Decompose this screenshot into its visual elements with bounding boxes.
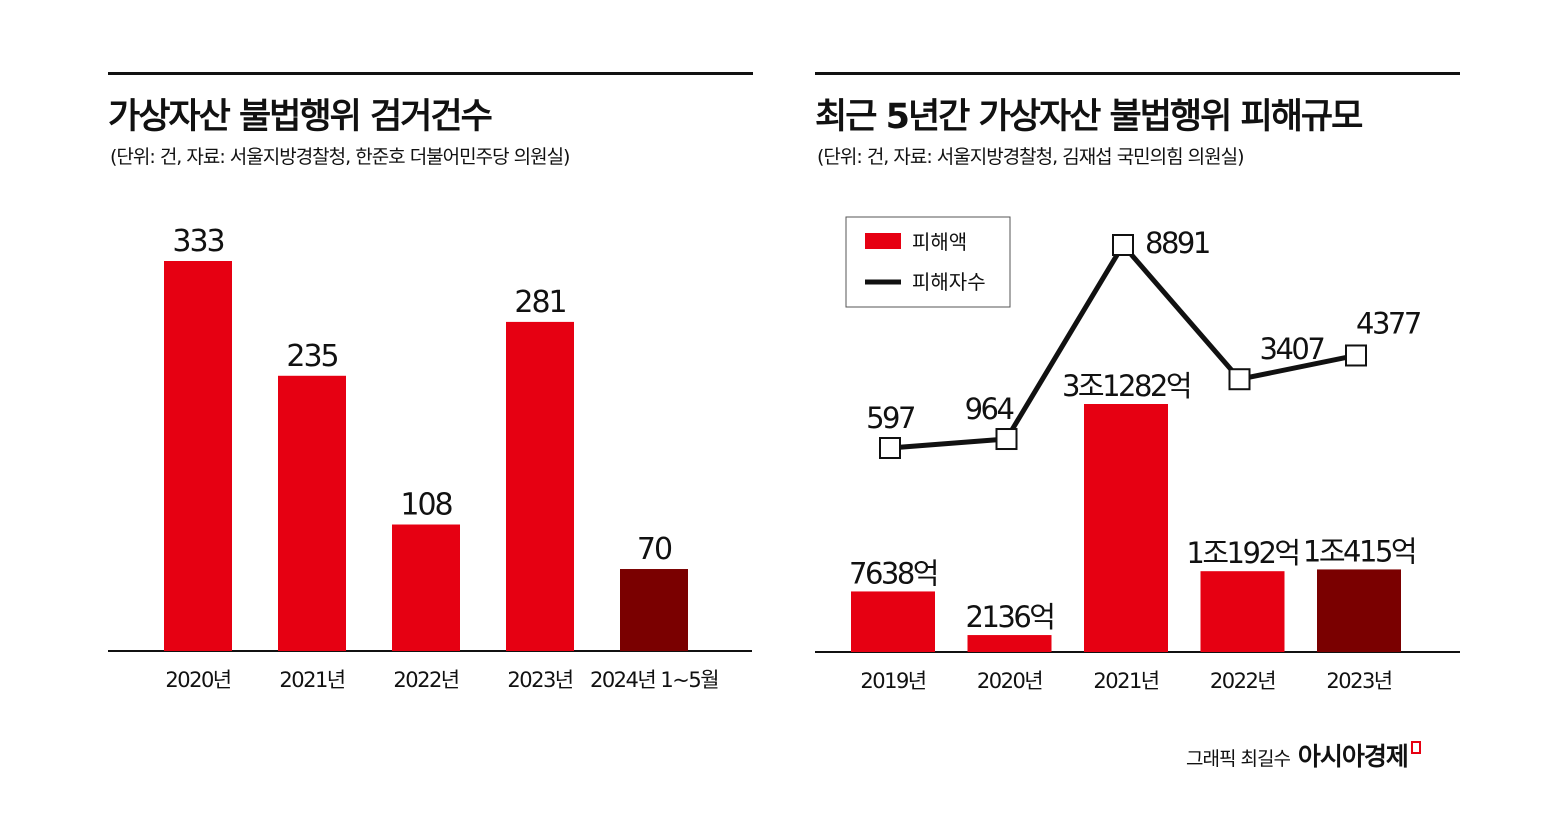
title-rule-left [108,72,753,75]
bar-right-0 [851,591,935,652]
x-tick-left-4: 2024년 1~5월 [590,668,718,692]
x-tick-left-2: 2022년 [393,668,458,692]
data-label-left-1: 235 [286,339,337,374]
chart-subtitle-right: (단위: 건, 자료: 서울지방경찰청, 김재섭 국민의힘 의원실) [817,146,1245,168]
x-tick-left-3: 2023년 [507,668,572,692]
brand-mark-icon [1410,741,1421,754]
line-marker-2 [1112,234,1134,256]
line-data-label-3: 3407 [1260,332,1324,366]
bar-left-2 [392,524,460,651]
title-rule-right [815,72,1460,75]
legend-label-bar: 피해액 [912,230,967,254]
line-data-label-4: 4377 [1356,306,1420,340]
credit-text: 그래픽 최길수 [1186,748,1291,770]
data-label-left-0: 333 [172,224,223,259]
brand-logo: 아시아경제 [1297,742,1409,771]
line-marker-3 [1228,368,1251,391]
chart-title-left: 가상자산 불법행위 검거건수 [108,97,493,137]
bar-left-4 [620,569,688,651]
bar-data-label-right-1: 2136억 [966,600,1054,634]
bar-left-0 [164,261,232,651]
line-marker-4 [1345,344,1367,367]
line-marker-1 [995,428,1018,451]
bar-left-1 [278,375,346,651]
x-tick-left-1: 2021년 [279,668,344,692]
bar-right-2 [1084,404,1168,652]
bar-data-label-right-4: 1조415억 [1303,534,1415,568]
data-label-left-4: 70 [637,532,672,567]
legend-swatch-bar [865,233,901,249]
bar-right-1 [967,635,1052,652]
bar-data-label-right-0: 7638억 [849,556,937,590]
bar-data-label-right-3: 1조192억 [1186,536,1298,570]
legend-label-line: 피해자수 [912,270,986,294]
line-data-label-1: 964 [965,392,1014,426]
legend-box [845,216,1011,308]
x-tick-left-0: 2020년 [165,668,230,692]
bar-right-4 [1317,569,1401,652]
bar-right-3 [1200,571,1285,652]
x-tick-right-2: 2021년 [1093,669,1158,693]
data-label-left-2: 108 [400,488,452,523]
data-label-left-3: 281 [514,285,565,320]
x-tick-right-4: 2023년 [1326,669,1391,693]
chart-title-right: 최근 5년간 가상자산 불법행위 피해규모 [815,97,1363,137]
chart-subtitle-left: (단위: 건, 자료: 서울지방경찰청, 한준호 더불어민주당 의원실) [110,146,570,168]
x-tick-right-0: 2019년 [860,669,925,693]
bar-left-3 [506,321,574,651]
line-data-label-0: 597 [866,401,914,435]
x-tick-right-3: 2022년 [1210,669,1275,693]
x-tick-right-1: 2020년 [977,669,1042,693]
line-data-label-2: 8891 [1145,226,1209,260]
line-marker-0 [879,437,901,459]
bar-data-label-right-2: 3조1282억 [1062,369,1190,403]
credit: 그래픽 최길수 아시아경제 [1186,737,1421,773]
